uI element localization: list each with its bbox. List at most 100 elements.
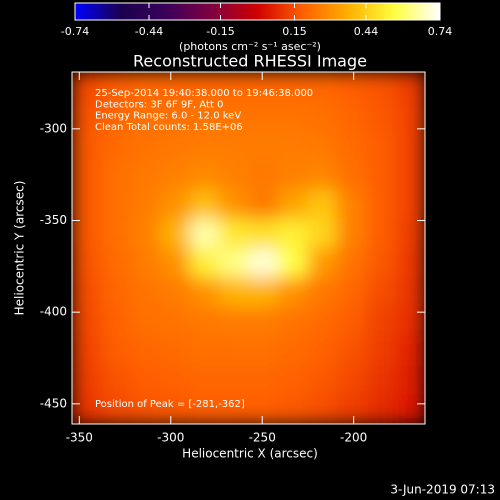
heat-cell xyxy=(219,248,249,278)
heat-cell xyxy=(160,336,191,366)
heat-cell xyxy=(72,101,102,132)
heat-cell xyxy=(248,394,279,424)
heat-cell xyxy=(395,277,425,308)
heat-cell xyxy=(160,72,191,102)
y-tick-label: -300 xyxy=(40,121,67,135)
heat-cell xyxy=(395,394,425,424)
heat-cell xyxy=(189,189,220,220)
heat-cell xyxy=(336,277,367,308)
heat-cell xyxy=(307,336,338,366)
heat-cell xyxy=(101,365,132,396)
heat-cell xyxy=(160,277,191,308)
heat-cell xyxy=(277,336,308,366)
x-axis-label: Heliocentric X (arcsec) xyxy=(182,447,318,461)
x-tick-label: -350 xyxy=(66,431,93,445)
colorbar-tick-label: 0.44 xyxy=(354,25,379,38)
heat-cell xyxy=(277,365,308,396)
heat-cell xyxy=(160,365,191,396)
heat-cell xyxy=(130,365,161,396)
heat-cell xyxy=(130,248,161,278)
heat-cell xyxy=(101,101,132,132)
heat-cell xyxy=(160,160,191,190)
plot-frame xyxy=(71,71,426,425)
heat-cell xyxy=(189,72,220,102)
heat-cell xyxy=(336,189,367,220)
heat-cell xyxy=(366,394,397,424)
heat-cell xyxy=(101,72,132,102)
y-axis-label: Heliocentric Y (arcsec) xyxy=(13,181,27,316)
x-tick-label: -200 xyxy=(340,431,367,445)
heat-cell xyxy=(101,394,132,424)
heat-cell xyxy=(101,336,132,366)
heat-cell xyxy=(395,248,425,278)
heat-cell xyxy=(336,336,367,366)
heat-cell xyxy=(336,101,367,132)
heat-cell xyxy=(248,160,279,190)
heat-cell xyxy=(130,394,161,424)
heat-cell xyxy=(366,160,397,190)
heat-cell xyxy=(72,189,102,220)
heat-cell xyxy=(72,277,102,308)
heat-cell xyxy=(101,189,132,220)
heat-cell xyxy=(336,218,367,249)
colorbar-tick-label: -0.74 xyxy=(61,25,89,38)
heat-cell xyxy=(307,160,338,190)
heat-cell xyxy=(248,365,279,396)
colorbar-tick-label: -0.44 xyxy=(135,25,163,38)
heat-cell xyxy=(336,248,367,278)
heat-cell xyxy=(395,189,425,220)
heat-cell xyxy=(277,306,308,337)
heat-cell xyxy=(277,218,308,249)
heat-cell xyxy=(248,306,279,337)
colorbar-label: (photons cm⁻² s⁻¹ asec⁻²) xyxy=(179,40,321,53)
heat-cell xyxy=(277,160,308,190)
x-tick-label: -300 xyxy=(157,431,184,445)
heat-cell xyxy=(366,336,397,366)
heat-cell xyxy=(160,394,191,424)
heat-cell xyxy=(395,160,425,190)
heat-cell xyxy=(189,394,220,424)
heat-cell xyxy=(189,248,220,278)
heat-cell xyxy=(130,306,161,337)
heat-cell xyxy=(277,101,308,132)
heat-cell xyxy=(160,248,191,278)
heat-cell xyxy=(307,365,338,396)
heat-cell xyxy=(248,248,279,278)
heat-cell xyxy=(248,277,279,308)
heat-cell xyxy=(189,218,220,249)
heat-cell xyxy=(336,365,367,396)
heat-cell xyxy=(248,101,279,132)
y-tick-label: -350 xyxy=(40,213,67,227)
heat-cell xyxy=(277,394,308,424)
heat-cell xyxy=(189,336,220,366)
heat-cell xyxy=(395,72,425,102)
heat-cell xyxy=(130,218,161,249)
heat-cell xyxy=(395,365,425,396)
heat-cell xyxy=(277,130,308,161)
image xyxy=(72,72,425,424)
heat-cell xyxy=(72,365,102,396)
heat-cell xyxy=(72,248,102,278)
heat-cell xyxy=(219,130,249,161)
peak-label: Position of Peak = [-281,-362] xyxy=(95,399,245,410)
heat-cell xyxy=(366,101,397,132)
heat-cell xyxy=(72,306,102,337)
annotation: Clean Total counts: 1.58E+06 xyxy=(95,122,243,133)
heat-cell xyxy=(248,336,279,366)
heat-cell xyxy=(160,306,191,337)
heat-cell xyxy=(336,306,367,337)
heat-cell xyxy=(307,277,338,308)
heat-cell xyxy=(130,189,161,220)
timestamp: 3-Jun-2019 07:13 xyxy=(390,483,495,497)
heat-cell xyxy=(395,130,425,161)
heat-cell xyxy=(277,277,308,308)
heat-cell xyxy=(366,218,397,249)
colorbar-tick-label: 0.74 xyxy=(428,25,453,38)
heat-cell xyxy=(395,101,425,132)
heat-cell xyxy=(248,218,279,249)
heat-cell xyxy=(72,218,102,249)
image-cells xyxy=(72,72,425,424)
heat-cell xyxy=(395,218,425,249)
heat-cell xyxy=(277,189,308,220)
heat-cell xyxy=(248,72,279,102)
